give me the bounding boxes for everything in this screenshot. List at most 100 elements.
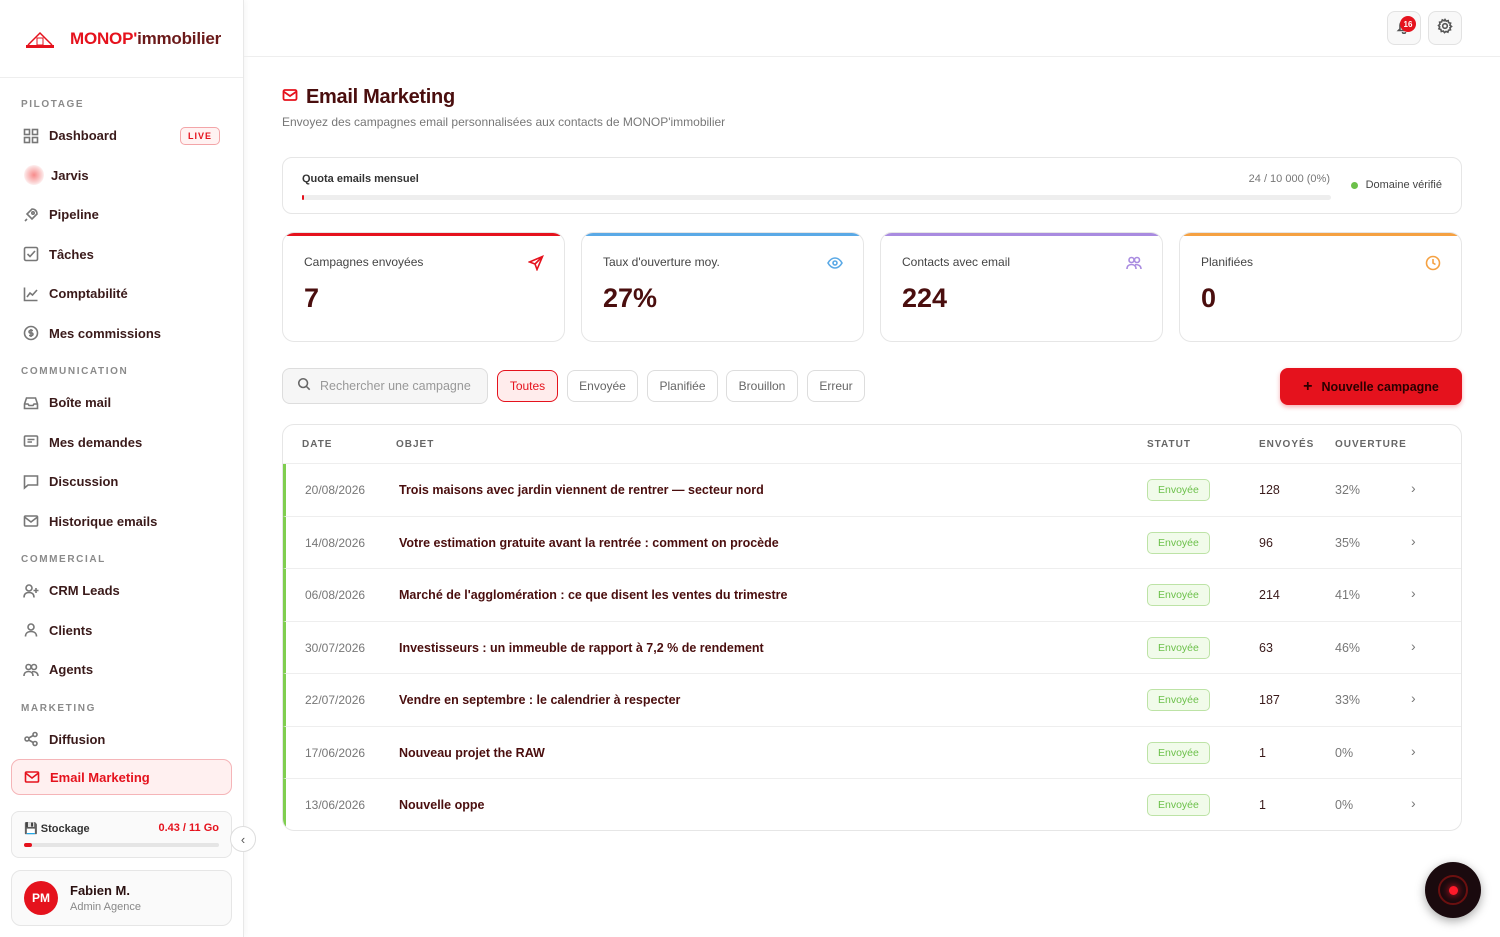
sidebar-item-label: Agents <box>49 662 94 678</box>
search-input[interactable] <box>320 379 480 393</box>
notifications-button[interactable]: 16 <box>1387 11 1421 45</box>
sidebar-item-agents[interactable]: Agents <box>0 650 243 690</box>
column-header-date[interactable]: DATE <box>302 439 333 450</box>
collapse-sidebar-button[interactable]: ‹ <box>230 826 256 852</box>
inbox-icon <box>22 394 40 412</box>
cell-date: 30/07/2026 <box>305 640 366 655</box>
column-header-ouverture[interactable]: OUVERTURE <box>1335 439 1407 450</box>
cell-date: 17/06/2026 <box>305 745 366 760</box>
sidebar-item-boite-mail[interactable]: Boîte mail <box>0 383 243 423</box>
cell-ouverture: 0% <box>1335 745 1354 760</box>
sidebar-item-historique-emails[interactable]: Historique emails <box>0 502 243 542</box>
chevron-right-icon[interactable]: › <box>1411 585 1416 601</box>
mail-icon <box>22 512 40 530</box>
sidebar-item-dashboard[interactable]: Dashboard LIVE <box>0 116 243 156</box>
chevron-right-icon[interactable]: › <box>1411 637 1416 654</box>
cell-envoyes: 1 <box>1259 798 1266 812</box>
sidebar-item-crm-leads[interactable]: CRM Leads <box>0 571 243 611</box>
filter-planifiee[interactable]: Planifiée <box>647 370 718 402</box>
logo[interactable]: MONOP'immobilier <box>0 0 243 78</box>
sidebar-item-label: Comptabilité <box>49 286 128 302</box>
stat-label: Contacts avec email <box>902 255 1011 269</box>
sidebar-item-mes-demandes[interactable]: Mes demandes <box>0 423 243 463</box>
stat-accent-line <box>1180 233 1461 236</box>
search-box[interactable] <box>282 368 488 404</box>
cell-date: 14/08/2026 <box>305 535 366 550</box>
table-row[interactable]: 20/08/2026 Trois maisons avec jardin vien… <box>283 464 1461 517</box>
cell-envoyes: 1 <box>1259 745 1266 760</box>
cell-ouverture: 35% <box>1335 535 1361 550</box>
settings-button[interactable] <box>1428 11 1462 45</box>
quota-card: Quota emails mensuel 24 / 10 000 (0%) Do… <box>282 157 1462 214</box>
filter-envoyee[interactable]: Envoyée <box>567 370 638 402</box>
stats-row: Campagnes envoyées 7 Taux d'ouverture mo… <box>282 232 1462 342</box>
stat-value: 0 <box>1201 283 1217 313</box>
sidebar-item-email-marketing[interactable]: Email Marketing <box>11 759 232 795</box>
table-row[interactable]: 30/07/2026 Investisseurs : un immeuble de… <box>283 621 1461 674</box>
filter-brouillon[interactable]: Brouillon <box>726 370 798 402</box>
cell-date: 06/08/2026 <box>305 588 366 602</box>
campaign-toolbar: Toutes Envoyée Planifiée Brouillon Erreu… <box>282 368 1462 406</box>
logo-mark-icon <box>24 27 56 51</box>
sidebar-item-pipeline[interactable]: Pipeline <box>0 195 243 235</box>
section-title-communication: COMMUNICATION <box>21 366 129 377</box>
sidebar-item-discussion[interactable]: Discussion <box>0 462 243 502</box>
table-row[interactable]: 22/07/2026 Vendre en septembre : le calen… <box>283 674 1461 727</box>
table-row[interactable]: 06/08/2026 Marché de l'agglomération : ce… <box>283 569 1461 622</box>
chevron-right-icon[interactable]: › <box>1411 532 1416 549</box>
table-row[interactable]: 14/08/2026 Votre estimation gratuite avan… <box>283 516 1461 569</box>
page-title: Email Marketing <box>306 86 455 108</box>
user-name: Fabien M. <box>70 883 130 898</box>
sidebar-item-jarvis[interactable]: Jarvis <box>0 156 243 196</box>
column-header-envoyes[interactable]: ENVOYÉS <box>1259 439 1315 450</box>
chevron-right-icon[interactable]: › <box>1411 690 1416 706</box>
stat-value: 27% <box>603 283 658 313</box>
sidebar-item-label: Clients <box>49 622 93 638</box>
table-row[interactable]: 13/06/2026 Nouvelle oppe Envoyée 1 0% › <box>283 779 1461 830</box>
cell-envoyes: 214 <box>1259 588 1280 602</box>
cell-ouverture: 46% <box>1335 640 1361 655</box>
quota-progress <box>302 195 1331 200</box>
stat-card-campagnes: Campagnes envoyées 7 <box>282 232 565 342</box>
new-campaign-label: Nouvelle campagne <box>1321 379 1439 394</box>
filter-toutes[interactable]: Toutes <box>497 370 558 402</box>
line-chart-icon <box>22 285 40 303</box>
new-campaign-button[interactable]: + Nouvelle campagne <box>1280 368 1462 405</box>
column-header-statut[interactable]: STATUT <box>1147 439 1191 450</box>
status-badge: Envoyée <box>1147 531 1210 554</box>
dollar-circle-icon <box>22 324 40 342</box>
stat-value: 224 <box>902 283 948 313</box>
cell-ouverture: 0% <box>1335 798 1354 812</box>
cell-objet: Marché de l'agglomération : ce que disen… <box>399 588 788 602</box>
status-dot-icon <box>1350 181 1358 189</box>
jarvis-assistant-button[interactable] <box>1425 862 1481 918</box>
cell-ouverture: 33% <box>1335 693 1361 707</box>
column-header-objet[interactable]: OBJET <box>396 439 435 450</box>
chevron-right-icon[interactable]: › <box>1411 742 1416 759</box>
quota-progress-fill <box>302 195 305 200</box>
cell-date: 20/08/2026 <box>305 483 366 497</box>
user-card[interactable]: PM Fabien M. Admin Agence <box>11 870 232 926</box>
cell-envoyes: 128 <box>1259 483 1280 497</box>
stat-card-planifiees: Planifiées 0 <box>1179 232 1462 342</box>
filter-erreur[interactable]: Erreur <box>807 370 865 402</box>
sidebar-item-comptabilite[interactable]: Comptabilité <box>0 274 243 314</box>
page-header: Email Marketing <box>282 86 455 109</box>
sidebar-item-clients[interactable]: Clients <box>0 611 243 651</box>
cell-objet: Investisseurs : un immeuble de rapport à… <box>399 640 764 655</box>
table-row[interactable]: 17/06/2026 Nouveau projet the RAW Envoyée 1… <box>283 726 1461 779</box>
chevron-right-icon[interactable]: › <box>1411 795 1416 811</box>
grid-icon <box>22 127 40 145</box>
chevron-right-icon[interactable]: › <box>1411 480 1416 496</box>
sidebar-item-diffusion[interactable]: Diffusion <box>0 720 243 760</box>
live-badge: LIVE <box>179 126 220 145</box>
sidebar-item-taches[interactable]: Tâches <box>0 235 243 275</box>
cell-objet: Trois maisons avec jardin viennent de re… <box>399 483 764 497</box>
sidebar-item-commissions[interactable]: Mes commissions <box>0 314 243 354</box>
sidebar-item-label: Discussion <box>49 474 119 490</box>
sidebar-item-label: CRM Leads <box>49 583 120 599</box>
sidebar-item-label: Diffusion <box>49 731 106 747</box>
sidebar-item-label: Email Marketing <box>50 769 150 785</box>
storage-widget: 💾 Stockage 0.43 / 11 Go <box>11 811 232 858</box>
sidebar-item-label: Mes demandes <box>49 434 143 450</box>
